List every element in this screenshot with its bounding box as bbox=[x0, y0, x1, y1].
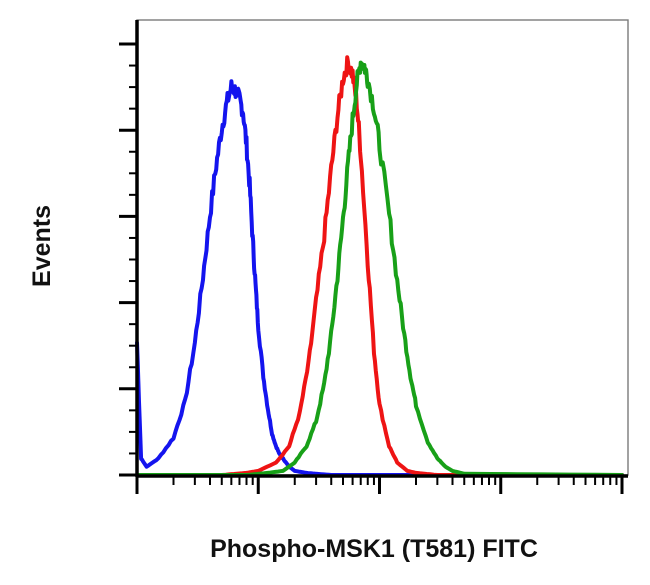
x-axis-label: Phospho-MSK1 (T581) FITC bbox=[210, 535, 538, 563]
series-line-3 bbox=[135, 60, 624, 477]
y-axis-label: Events bbox=[28, 205, 56, 287]
series-line-1 bbox=[135, 79, 624, 477]
series-line-2 bbox=[135, 55, 624, 477]
tick-group bbox=[119, 42, 624, 494]
plot-frame bbox=[136, 19, 629, 476]
series-group bbox=[135, 55, 624, 477]
